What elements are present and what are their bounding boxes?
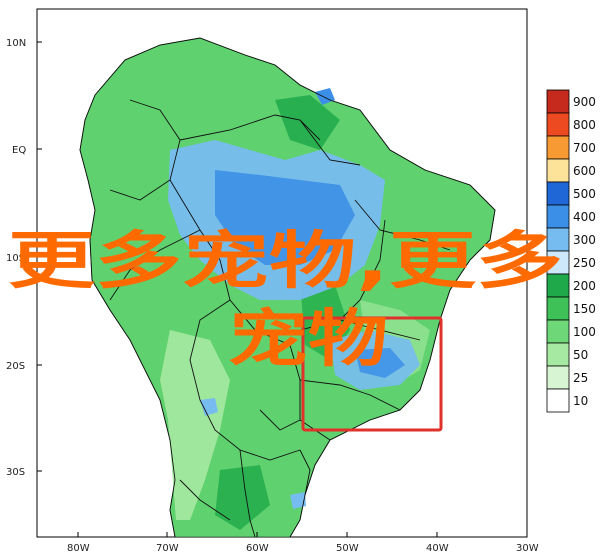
legend-label: 600 <box>573 164 596 178</box>
blue-region-amazon-core <box>215 170 355 265</box>
legend-label: 200 <box>573 279 596 293</box>
lon-label: 70W <box>156 543 179 554</box>
legend-label: 100 <box>573 325 596 339</box>
blue-region-small <box>200 398 218 416</box>
legend-label: 800 <box>573 118 596 132</box>
country-borders <box>79 37 496 537</box>
legend-swatch <box>546 181 570 206</box>
lat-label: 30S <box>6 467 25 478</box>
legend-label: 10 <box>573 394 588 408</box>
color-legend: 900 800 700 600 500 400 300 250 200 150 100 50 25 10 <box>546 89 596 413</box>
legend-label: 500 <box>573 187 596 201</box>
blue-region-small <box>315 88 335 105</box>
dark-green-region <box>215 465 270 530</box>
legend-label: 300 <box>573 233 596 247</box>
lat-label: EQ <box>12 145 26 156</box>
legend-label: 400 <box>573 210 596 224</box>
legend-swatch <box>546 112 570 137</box>
blue-region-southeast-core <box>355 348 405 378</box>
legend-swatch <box>546 365 570 390</box>
legend-swatch <box>546 296 570 321</box>
lat-label: 10S <box>6 253 25 264</box>
legend-label: 250 <box>573 256 596 270</box>
blue-region-small <box>290 492 306 509</box>
legend-label: 25 <box>573 371 588 385</box>
legend-swatch <box>546 319 570 344</box>
legend-label: 700 <box>573 141 596 155</box>
legend-swatch <box>546 158 570 183</box>
lon-label: 40W <box>426 543 449 554</box>
dark-green-region <box>275 95 340 150</box>
axis-ticks <box>37 41 528 537</box>
legend-swatch <box>546 342 570 367</box>
legend-swatch <box>546 89 570 114</box>
watermark-line-2: 宠物 <box>228 302 388 375</box>
legend-label: 900 <box>573 95 596 109</box>
lat-label: 20S <box>6 361 25 372</box>
legend-swatch <box>546 135 570 160</box>
legend-label: 150 <box>573 302 596 316</box>
highlight-box <box>301 316 443 432</box>
lon-label: 80W <box>67 543 90 554</box>
watermark-line-1: 更多宠物,更多 <box>8 224 563 297</box>
lon-label: 50W <box>336 543 359 554</box>
lon-label: 60W <box>246 543 269 554</box>
legend-label: 50 <box>573 348 588 362</box>
legend-swatch <box>546 388 570 413</box>
light-green-region <box>160 330 230 520</box>
lon-label: 30W <box>516 543 539 554</box>
lat-label: 10N <box>6 38 26 49</box>
